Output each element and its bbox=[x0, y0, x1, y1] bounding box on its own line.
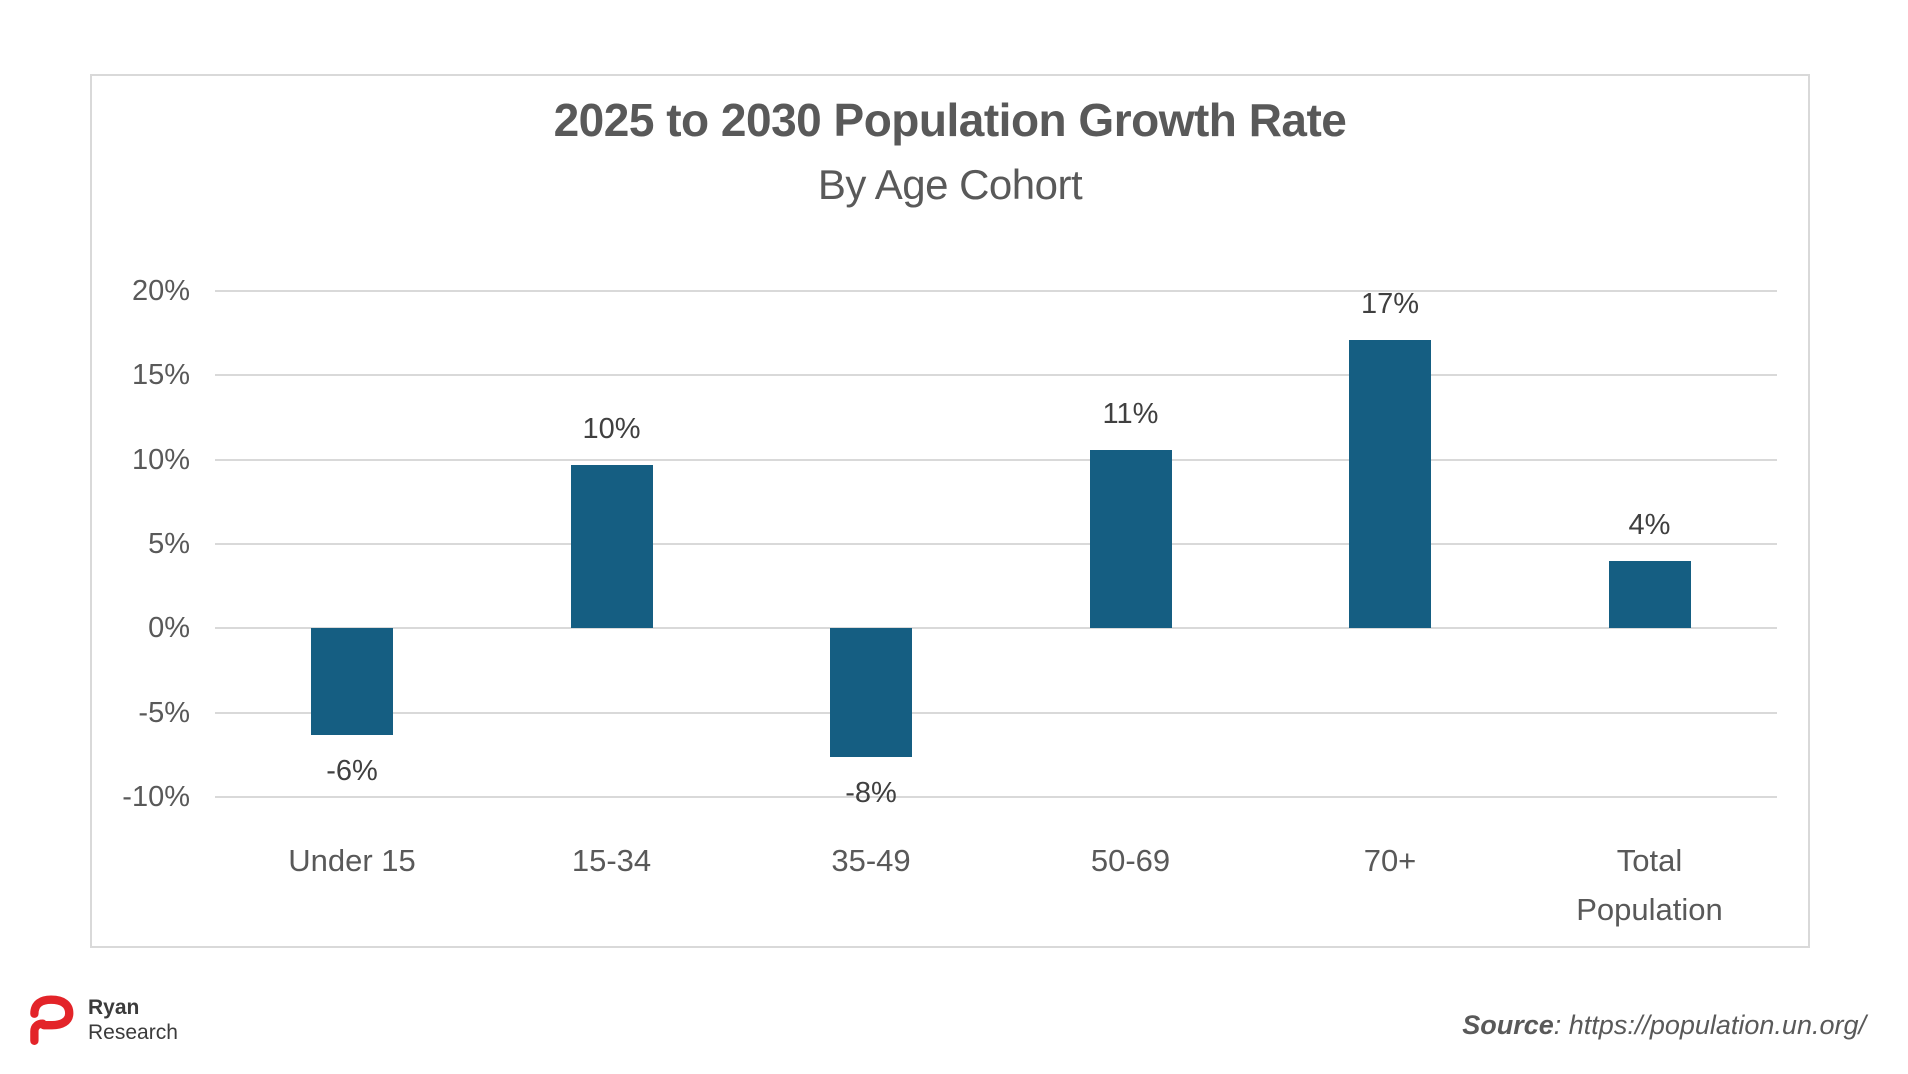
bar-35-49 bbox=[830, 628, 912, 757]
y-axis-tick-label: 20% bbox=[131, 275, 190, 307]
bar-70+ bbox=[1349, 339, 1431, 629]
gridline-20% bbox=[215, 290, 1777, 292]
y-axis-tick-label: -10% bbox=[122, 781, 190, 813]
x-axis-label: Under 15 bbox=[288, 843, 416, 878]
x-axis-label: 70+ bbox=[1363, 843, 1417, 878]
logo-text-line1: Ryan bbox=[88, 996, 140, 1019]
logo-text: Ryan Research bbox=[88, 995, 178, 1045]
gridline-5% bbox=[215, 543, 1777, 545]
x-axis-label: Total Population bbox=[1576, 843, 1723, 927]
y-axis-tick-label: 5% bbox=[148, 528, 190, 560]
bar-value-label: 11% bbox=[1102, 397, 1159, 430]
bar-value-label: 10% bbox=[582, 412, 641, 445]
y-axis-tick-label: 0% bbox=[148, 612, 190, 645]
y-axis-tick-label: 10% bbox=[131, 443, 190, 476]
bar-15-34 bbox=[570, 464, 653, 629]
y-axis-tick-label: 15% bbox=[131, 359, 190, 392]
chart-subtitle: By Age Cohort bbox=[817, 161, 1083, 208]
gridline--10% bbox=[215, 796, 1777, 798]
bar-value-label: 17% bbox=[1360, 287, 1420, 320]
source-note: Source: https://population.un.org/ bbox=[1462, 1010, 1866, 1041]
gridline-0% bbox=[215, 627, 1777, 630]
bar-total-population bbox=[1608, 560, 1691, 629]
source-label: Source bbox=[1462, 1010, 1554, 1040]
x-axis-label: 50-69 bbox=[1090, 843, 1171, 878]
bar-value-label: -8% bbox=[845, 776, 897, 809]
bar-value-label: -6% bbox=[326, 754, 378, 787]
x-axis-label: 15-34 bbox=[571, 843, 652, 878]
chart-title: 2025 to 2030 Population Growth Rate bbox=[553, 94, 1347, 146]
ryan-research-logo: Ryan Research bbox=[24, 994, 178, 1046]
bar-value-label: 4% bbox=[1628, 508, 1671, 541]
logo-r-icon bbox=[30, 995, 74, 1045]
source-url: : https://population.un.org/ bbox=[1553, 1010, 1866, 1040]
gridline--5% bbox=[215, 711, 1777, 714]
y-axis-tick-label: -5% bbox=[138, 696, 190, 729]
gridline-10% bbox=[215, 458, 1777, 461]
chart-card: 2025 to 2030 Population Growth Rate By A… bbox=[90, 74, 1810, 948]
bar-under-15 bbox=[311, 628, 393, 735]
plot-area: 20% 15% 10% 5% 0% -5% -10% -6% Under 15 10% 15-34 -… bbox=[122, 275, 1777, 927]
x-axis-label: 35-49 bbox=[831, 843, 911, 878]
gridline-15% bbox=[215, 374, 1777, 377]
bar-50-69 bbox=[1089, 449, 1172, 629]
logo-text-line2: Research bbox=[88, 1021, 178, 1044]
